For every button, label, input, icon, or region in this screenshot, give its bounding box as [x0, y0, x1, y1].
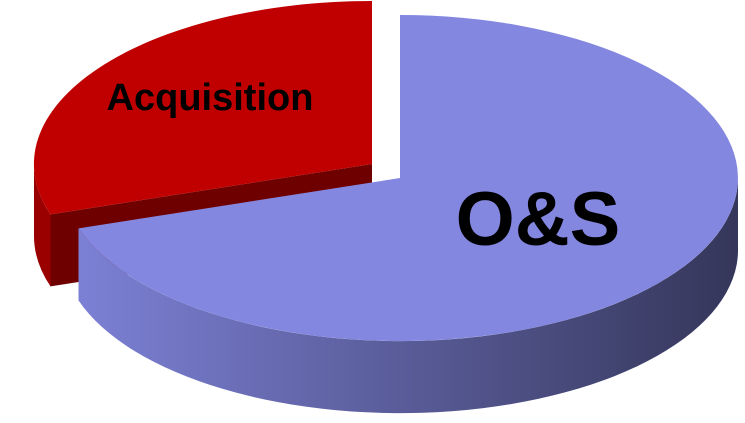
slice-label: O&S [456, 177, 621, 262]
pie [33, 1, 739, 414]
slice [78, 15, 738, 341]
slice-side-shade [78, 178, 739, 414]
slice [33, 1, 372, 215]
slice-label: Acquisition [107, 77, 314, 119]
slice-side [33, 164, 51, 287]
